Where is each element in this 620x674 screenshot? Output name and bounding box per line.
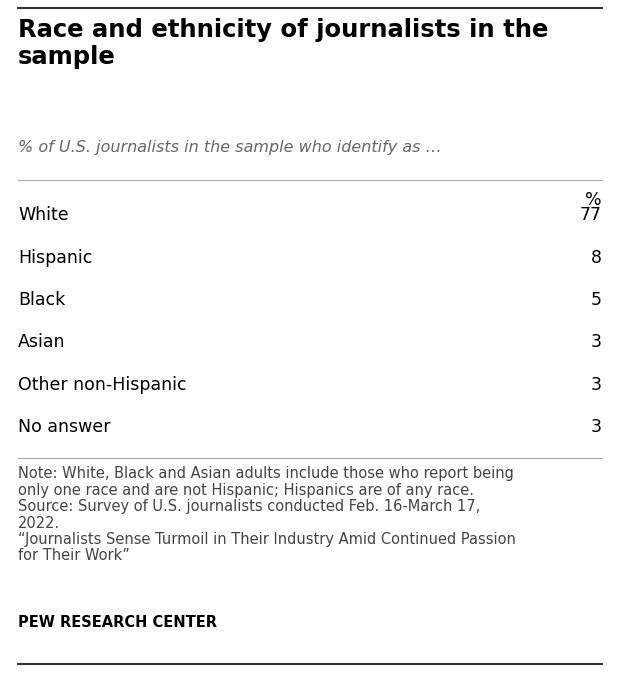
Text: Race and ethnicity of journalists in the
sample: Race and ethnicity of journalists in the… xyxy=(18,18,548,69)
Text: PEW RESEARCH CENTER: PEW RESEARCH CENTER xyxy=(18,615,217,630)
Text: “Journalists Sense Turmoil in Their Industry Amid Continued Passion: “Journalists Sense Turmoil in Their Indu… xyxy=(18,532,516,547)
Text: White: White xyxy=(18,206,69,224)
Text: only one race and are not Hispanic; Hispanics are of any race.: only one race and are not Hispanic; Hisp… xyxy=(18,483,474,497)
Text: 8: 8 xyxy=(591,249,602,267)
Text: 5: 5 xyxy=(591,291,602,309)
Text: 77: 77 xyxy=(580,206,602,224)
Text: 2022.: 2022. xyxy=(18,516,60,530)
Text: Hispanic: Hispanic xyxy=(18,249,92,267)
Text: No answer: No answer xyxy=(18,418,110,436)
Text: %: % xyxy=(585,191,602,209)
Text: Other non-Hispanic: Other non-Hispanic xyxy=(18,376,187,394)
Text: Note: White, Black and Asian adults include those who report being: Note: White, Black and Asian adults incl… xyxy=(18,466,514,481)
Text: Source: Survey of U.S. journalists conducted Feb. 16-March 17,: Source: Survey of U.S. journalists condu… xyxy=(18,499,480,514)
Text: 3: 3 xyxy=(591,376,602,394)
Text: for Their Work”: for Their Work” xyxy=(18,549,130,563)
Text: % of U.S. journalists in the sample who identify as …: % of U.S. journalists in the sample who … xyxy=(18,140,441,155)
Text: Asian: Asian xyxy=(18,333,66,351)
Text: Black: Black xyxy=(18,291,65,309)
Text: 3: 3 xyxy=(591,418,602,436)
Text: 3: 3 xyxy=(591,333,602,351)
